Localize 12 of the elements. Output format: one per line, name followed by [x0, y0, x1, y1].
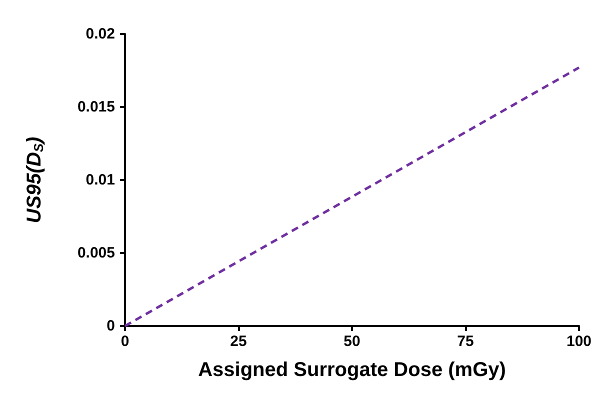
y-tick-label: 0.02	[86, 26, 115, 42]
x-tick-label: 75	[457, 333, 474, 350]
x-tick-label: 100	[566, 333, 592, 350]
x-axis-title: Assigned Surrogate Dose (mGy)	[198, 359, 506, 381]
x-tick-label: 0	[120, 333, 130, 350]
y-tick-label: 0.005	[77, 244, 115, 262]
y-tick-label: 0.01	[86, 172, 115, 188]
y-axis-title: US95(DS)	[24, 136, 46, 224]
y-tick-label: 0.015	[77, 98, 115, 116]
y-tick-label: 0	[106, 318, 115, 334]
x-tick-label: 25	[230, 333, 247, 350]
x-tick-label: 50	[344, 333, 360, 350]
